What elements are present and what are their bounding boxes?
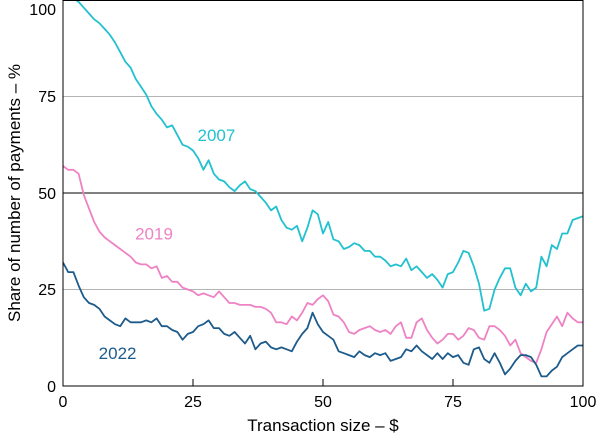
x-tick-label: 50 <box>314 394 332 411</box>
y-tick-label: 50 <box>38 186 56 203</box>
series-label-2007: 2007 <box>197 126 235 145</box>
series-line-2022 <box>62 262 583 378</box>
y-tick-label: 75 <box>38 89 56 106</box>
series-line-2007 <box>74 0 584 312</box>
series-line-2019 <box>62 165 583 364</box>
series-label-2019: 2019 <box>135 225 173 244</box>
x-tick-label: 100 <box>570 394 597 411</box>
x-axis-title: Transaction size – $ <box>247 416 399 435</box>
y-axis-ticks: 0 25 50 75 100 <box>29 2 56 396</box>
y-tick-label: 0 <box>47 379 56 396</box>
x-tick-label: 75 <box>444 394 462 411</box>
x-axis-ticks: 0 25 50 75 100 <box>59 379 597 411</box>
x-tick-label: 25 <box>184 394 202 411</box>
gridlines <box>63 96 583 290</box>
y-axis-title: Share of number of payments – % <box>5 64 24 322</box>
y-tick-label: 100 <box>29 2 56 19</box>
series-label-2022: 2022 <box>99 344 137 363</box>
series-lines <box>62 0 584 378</box>
y-tick-label: 25 <box>38 282 56 299</box>
x-tick-label: 0 <box>59 394 68 411</box>
